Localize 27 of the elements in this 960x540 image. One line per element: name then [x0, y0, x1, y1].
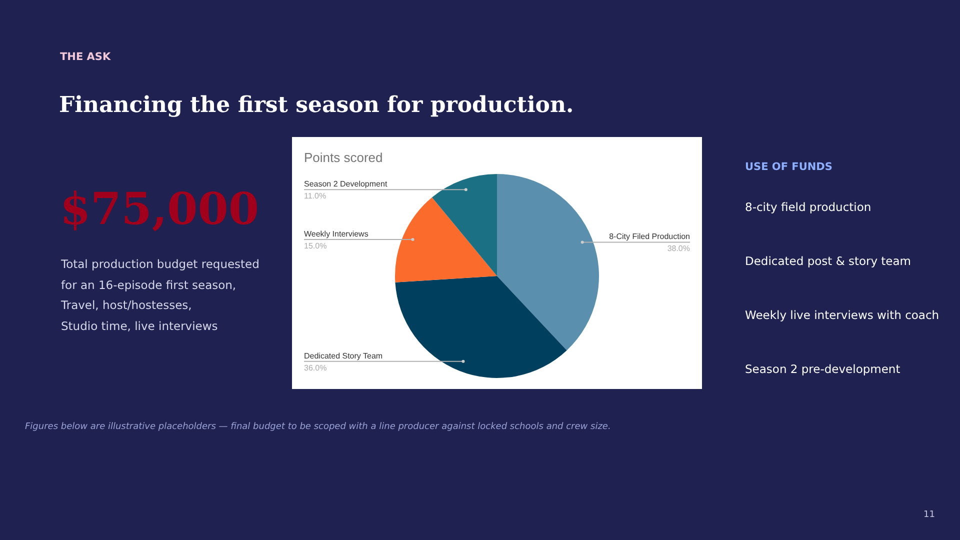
text: 11: [924, 510, 935, 520]
text: Studio time, live interviews: [61, 319, 218, 333]
pie-slice: [395, 276, 567, 378]
text: Weekly live interviews with coach: [745, 308, 940, 322]
text: for an 16-episode first season,: [61, 278, 236, 292]
chart-title: Points scored: [304, 150, 383, 165]
slice-label: 8-City Filed Production: [609, 232, 690, 242]
text: $75,000: [60, 184, 260, 235]
pie-slice: [497, 174, 599, 350]
text: Figures below are illustrative placeholders — final budget to be scoped with a line producer against locked schools and crew size.: [25, 422, 611, 432]
text: Financing the first season for production.: [59, 92, 574, 118]
data-label: 36.0%: [304, 363, 327, 372]
text: Dedicated post & story team: [745, 254, 912, 268]
data-label: 15.0%: [304, 242, 327, 251]
data-label: 38.0%: [667, 244, 690, 254]
text: THE ASK: [60, 51, 112, 63]
slice-label: Weekly Interviews: [304, 230, 368, 239]
slice-label: Season 2 Development: [304, 180, 388, 189]
text: Total production budget requested: [60, 257, 260, 271]
data-label: 11.0%: [304, 192, 326, 201]
text: USE OF FUNDS: [745, 161, 832, 173]
pie-slice: [432, 174, 497, 276]
text: Travel, host/hostesses,: [60, 298, 192, 312]
text: Season 2 pre-development: [745, 362, 901, 376]
pie-slice: [395, 197, 497, 282]
slice-label: Dedicated Story Team: [304, 351, 383, 360]
text: 8-city field production: [745, 200, 872, 214]
